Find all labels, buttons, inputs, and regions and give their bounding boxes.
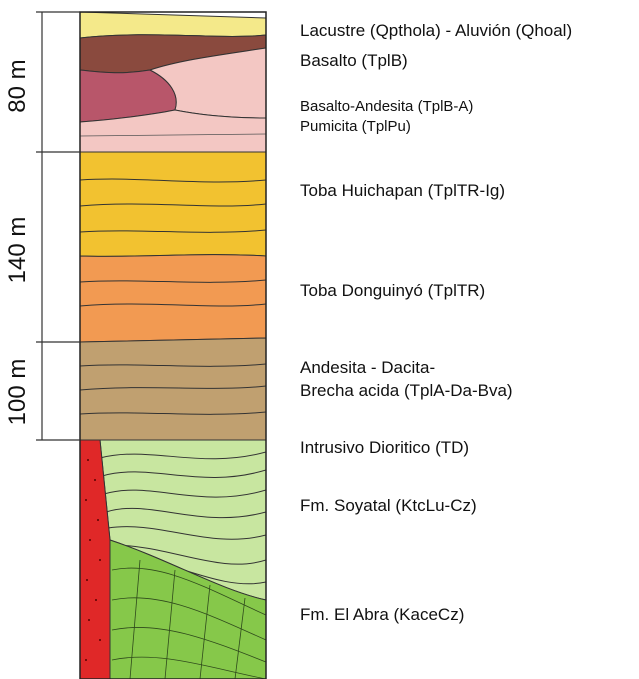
scale-label-140: 140 m bbox=[4, 216, 31, 284]
layer-intrusivo bbox=[80, 439, 111, 679]
layer-pumicita bbox=[80, 109, 266, 153]
unit-label-pumicita: Pumicita (TplPu) bbox=[300, 118, 411, 135]
unit-label-toba-huichapan: Toba Huichapan (TplTR-Ig) bbox=[300, 181, 506, 200]
layer-lacustre bbox=[80, 12, 266, 39]
scale-bar bbox=[36, 11, 80, 441]
scale-label-100: 100 m bbox=[4, 358, 31, 426]
unit-label-soyatal: Fm. Soyatal (KtcLu-Cz) bbox=[300, 496, 477, 515]
layer-el-abra bbox=[109, 539, 266, 679]
unit-label-andesita-1: Andesita - Dacita- bbox=[300, 358, 436, 377]
layer-andesita-brecha bbox=[80, 337, 266, 441]
unit-label-intrusivo: Intrusivo Dioritico (TD) bbox=[300, 438, 470, 457]
unit-label-andesita-2: Brecha acida (TplA-Da-Bva) bbox=[300, 381, 513, 400]
unit-label-toba-donguinyo: Toba Donguinyó (TplTR) bbox=[300, 281, 486, 300]
unit-label-basalto-andesita: Basalto-Andesita (TplB-A) bbox=[300, 98, 474, 115]
layer-toba-donguinyo bbox=[80, 254, 266, 343]
scale-label-80: 80 m bbox=[4, 59, 31, 113]
unit-label-el-abra: Fm. El Abra (KaceCz) bbox=[300, 605, 465, 624]
unit-label-basalto: Basalto (TplB) bbox=[300, 51, 408, 70]
unit-label-lacustre: Lacustre (Qpthola) - Aluvión (Qhoal) bbox=[300, 21, 573, 40]
